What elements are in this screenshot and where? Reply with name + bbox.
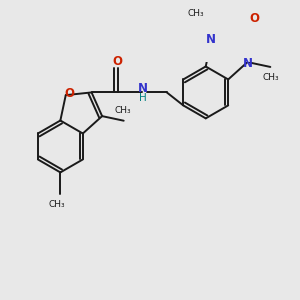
Text: H: H xyxy=(140,93,147,103)
Text: CH₃: CH₃ xyxy=(187,9,204,18)
Text: O: O xyxy=(112,56,122,68)
Text: CH₃: CH₃ xyxy=(262,73,279,82)
Text: CH₃: CH₃ xyxy=(114,106,131,115)
Text: O: O xyxy=(250,12,260,25)
Text: N: N xyxy=(242,57,253,70)
Text: O: O xyxy=(64,88,74,100)
Text: CH₃: CH₃ xyxy=(49,200,65,209)
Text: N: N xyxy=(138,82,148,95)
Text: N: N xyxy=(206,33,216,46)
